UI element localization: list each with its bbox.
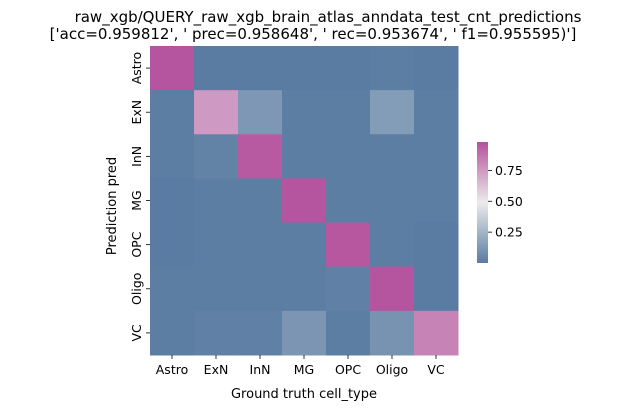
x-axis-label: Ground truth cell_type — [231, 387, 377, 402]
heatmap-cell — [282, 310, 327, 356]
colorbar-ticks: 0.25 0.50 0.75 — [488, 163, 523, 240]
heatmap-cell — [414, 134, 459, 179]
y-tick-label: OPC — [129, 231, 144, 257]
heatmap-cell — [194, 46, 239, 91]
y-tick-label: MG — [129, 190, 144, 210]
heatmap-cell — [238, 134, 283, 179]
x-tick-label: VC — [427, 362, 445, 377]
heatmap-cell — [194, 178, 239, 224]
heatmap-cell — [282, 222, 327, 268]
heatmap-cell — [194, 310, 239, 356]
heatmap-cell — [238, 90, 283, 135]
heatmap-cell — [370, 222, 415, 268]
heatmap-cell — [150, 134, 195, 179]
heatmap-cell — [150, 266, 195, 312]
heatmap-cell — [238, 266, 283, 312]
heatmap-cell — [282, 134, 327, 179]
heatmap-cell — [370, 90, 415, 135]
y-tick-label: ExN — [129, 100, 144, 125]
heatmap-cell — [194, 222, 239, 268]
heatmap-cell — [282, 266, 327, 312]
x-tick-label: InN — [250, 362, 271, 377]
heatmap-cell — [414, 266, 459, 312]
heatmap-cell — [194, 90, 239, 135]
heatmap-cell — [194, 134, 239, 179]
colorbar-tick-label: 0.50 — [495, 194, 523, 209]
heatmap-cell — [282, 178, 327, 224]
heatmap-cell — [194, 266, 239, 312]
heatmap-cell — [326, 178, 371, 224]
x-axis-ticks: Astro ExN InN MG OPC Oligo VC — [156, 354, 445, 377]
heatmap-cell — [414, 178, 459, 224]
x-tick-label: Astro — [156, 362, 188, 377]
chart-subtitle-metrics: ['acc=0.959812', ' prec=0.958648', ' rec… — [49, 25, 577, 43]
heatmap-cell — [238, 222, 283, 268]
y-axis-ticks: Astro ExN InN MG OPC Oligo VC — [129, 52, 150, 342]
y-tick-label: Astro — [129, 52, 144, 84]
heatmap-cell — [150, 178, 195, 224]
heatmap-cell — [414, 90, 459, 135]
heatmap-cell — [414, 310, 459, 356]
heatmap-cell — [150, 222, 195, 268]
x-tick-label: OPC — [335, 362, 361, 377]
x-tick-label: ExN — [204, 362, 229, 377]
heatmap-cells — [150, 46, 459, 356]
y-tick-label: Oligo — [129, 273, 144, 305]
heatmap-cell — [150, 46, 195, 91]
heatmap-cell — [326, 90, 371, 135]
heatmap-cell — [370, 310, 415, 356]
heatmap-cell — [150, 90, 195, 135]
heatmap-cell — [282, 90, 327, 135]
heatmap-cell — [414, 222, 459, 268]
heatmap-cell — [150, 310, 195, 356]
heatmap-cell — [414, 46, 459, 91]
heatmap-cell — [370, 134, 415, 179]
heatmap-cell — [282, 46, 327, 91]
heatmap-cell — [326, 222, 371, 268]
y-tick-label: InN — [129, 146, 144, 167]
colorbar-tick-label: 0.25 — [495, 225, 523, 240]
chart-title: raw_xgb/QUERY_raw_xgb_brain_atlas_anndat… — [74, 8, 582, 26]
colorbar — [477, 142, 488, 263]
heatmap-cell — [370, 266, 415, 312]
heatmap-cell — [238, 310, 283, 356]
heatmap-cell — [326, 134, 371, 179]
x-tick-label: MG — [294, 362, 314, 377]
y-tick-label: VC — [129, 324, 144, 342]
heatmap-cell — [326, 310, 371, 356]
x-tick-label: Oligo — [376, 362, 408, 377]
heatmap-cell — [326, 266, 371, 312]
heatmap-cell — [370, 46, 415, 91]
heatmap-cell — [238, 46, 283, 91]
heatmap-cell — [326, 46, 371, 91]
y-axis-label: Prediction pred — [105, 157, 120, 255]
heatmap-cell — [370, 178, 415, 224]
colorbar-tick-label: 0.75 — [495, 163, 523, 178]
heatmap-cell — [238, 178, 283, 224]
